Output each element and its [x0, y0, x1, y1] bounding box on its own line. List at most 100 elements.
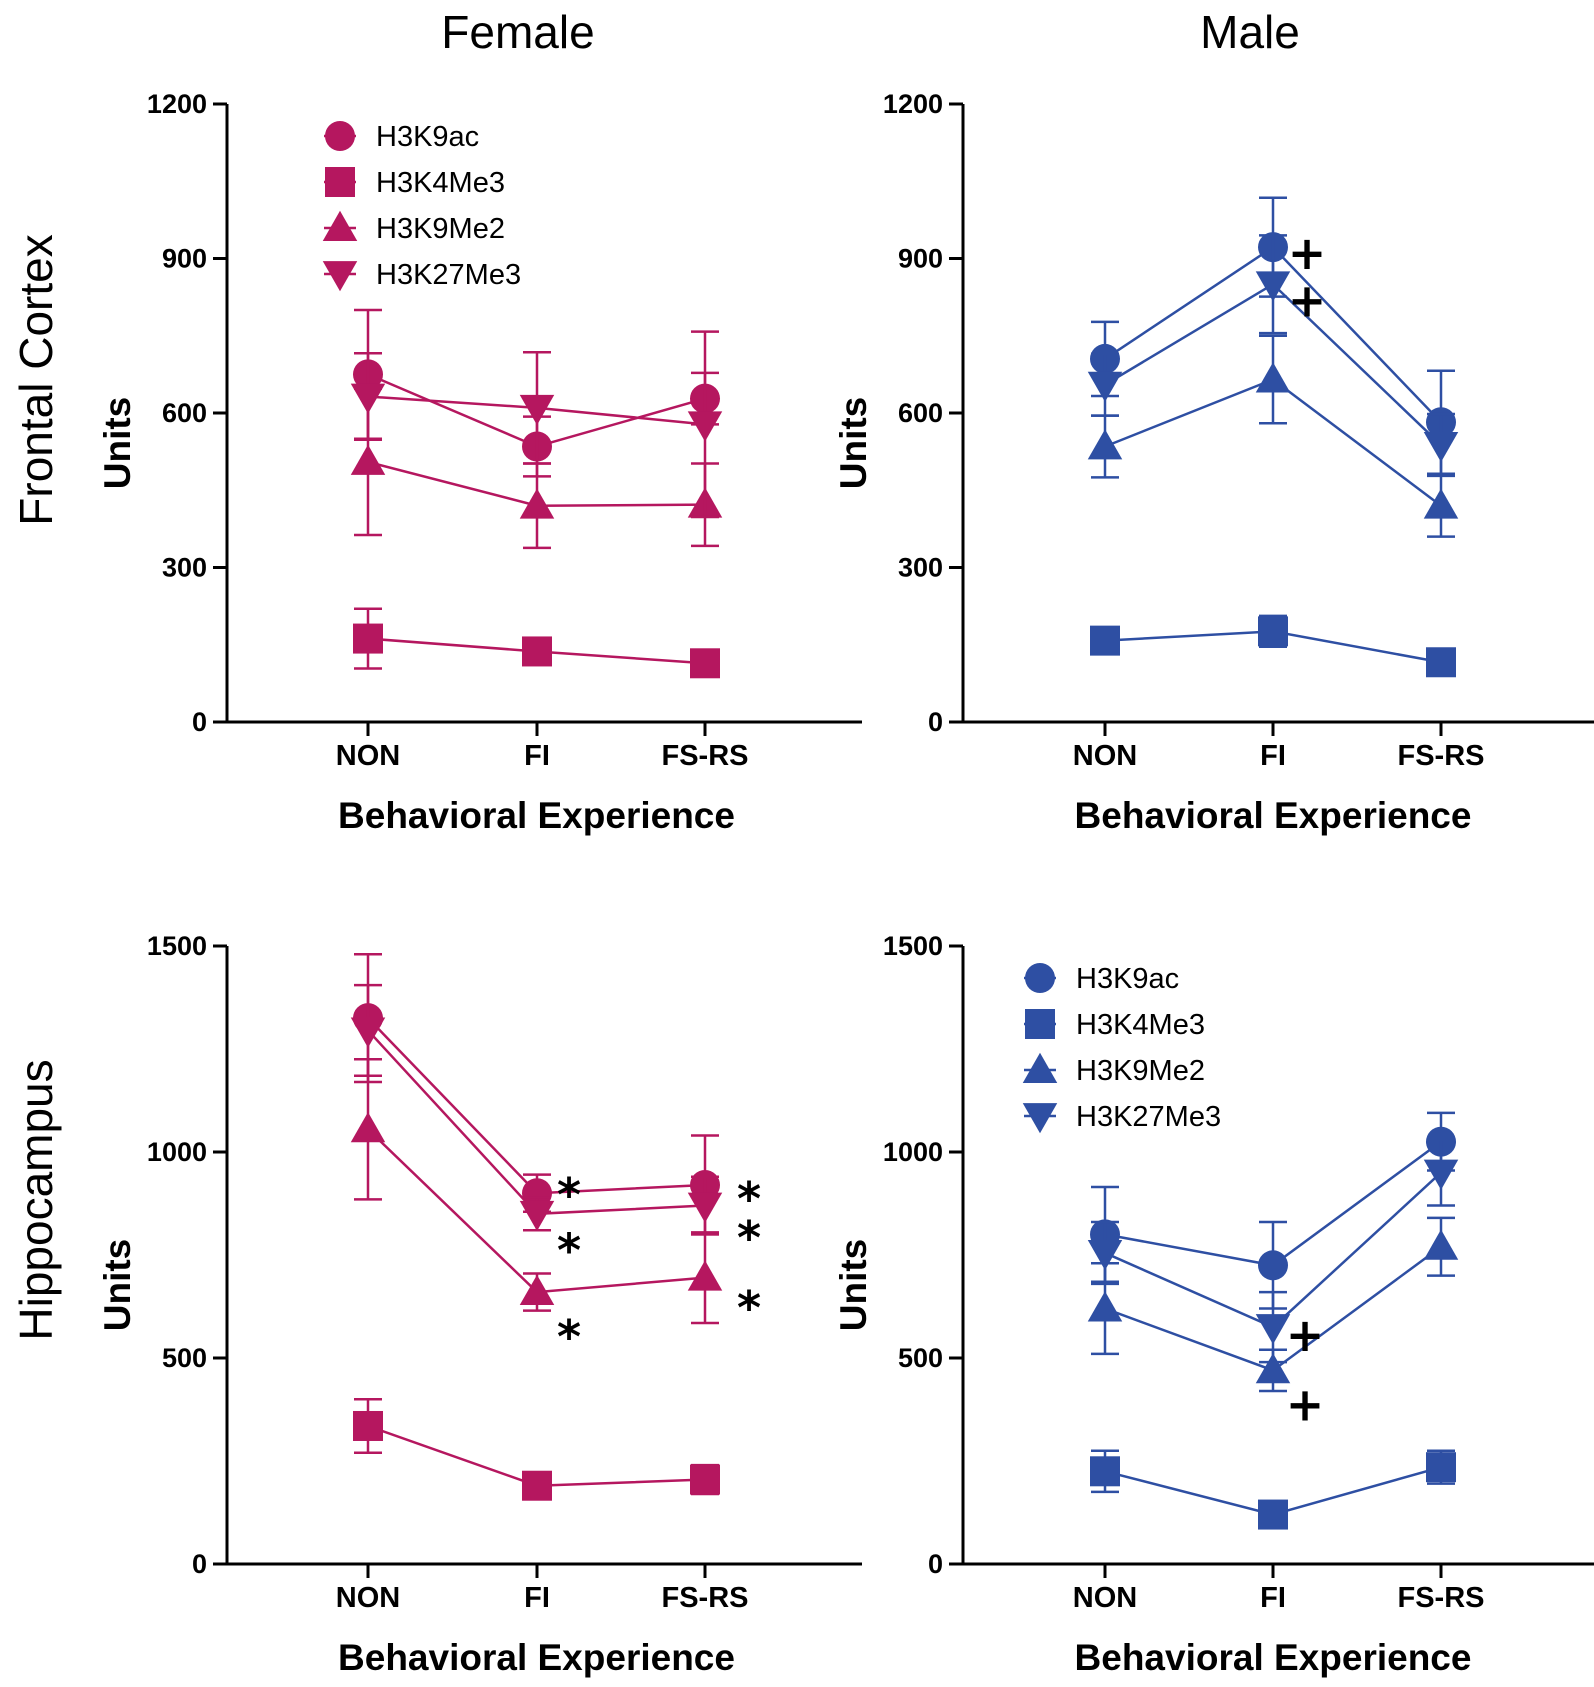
row-title-frontal-cortex: Frontal Cortex [10, 234, 62, 525]
data-point [1258, 616, 1288, 647]
y-tick-label: 900 [898, 244, 943, 274]
series-h3k9ac [353, 952, 720, 1236]
data-point [1423, 1159, 1459, 1190]
y-tick-label: 1200 [883, 89, 943, 119]
data-point [1087, 1291, 1123, 1322]
series-h3k9me2 [1087, 334, 1459, 538]
y-tick-label: 300 [898, 553, 943, 583]
data-point [687, 411, 723, 442]
y-axis-label: Units [833, 397, 874, 490]
data-point [1087, 429, 1123, 460]
y-axis-label: Units [833, 1239, 874, 1332]
legend-label: H3K27Me3 [1076, 1101, 1221, 1133]
series-h3k4me3 [353, 1397, 720, 1501]
legend-marker [1022, 1052, 1058, 1083]
data-point [522, 1178, 552, 1209]
significance-marker: + [1288, 226, 1327, 280]
legend: H3K9ac H3K4Me3 H3K9Me2 H3K27Me3 [322, 121, 521, 292]
x-tick-label: FI [524, 740, 550, 772]
y-tick-label: 0 [928, 707, 943, 737]
legend-label: H3K9Me2 [1076, 1055, 1205, 1087]
data-point [1258, 1250, 1288, 1281]
legend-label: H3K4Me3 [376, 167, 505, 199]
data-point [1090, 1456, 1120, 1487]
panels: 0 300 600 900 1200 NON FI FS-RS Behavioral Exper… [97, 89, 1594, 1678]
legend-marker [1022, 1103, 1058, 1134]
x-tick-label: FS-RS [1398, 1582, 1485, 1614]
data-point [519, 1274, 555, 1306]
significance-marker: * [737, 1172, 761, 1226]
series-h3k9me2 [350, 1058, 723, 1325]
y-tick-label: 1200 [147, 89, 207, 119]
data-point [1255, 1314, 1291, 1345]
x-tick-label: NON [336, 1582, 400, 1614]
data-point [1423, 488, 1459, 519]
series-h3k4me3 [1090, 614, 1456, 678]
y-tick-label: 1000 [883, 1137, 943, 1167]
data-point [687, 1192, 723, 1223]
series-line [367, 1017, 706, 1195]
series-h3k4me3 [353, 607, 720, 679]
panel-hc-female: 0 500 1000 1500 NON FI FS-RS Behavioral Experie… [97, 931, 862, 1678]
series-h3k9me2 [1087, 1216, 1459, 1393]
column-title-male: Male [1200, 6, 1300, 58]
significance-marker: * [737, 1211, 761, 1265]
data-point [1258, 1499, 1288, 1530]
panel-hc-male: 0 500 1000 1500 NON FI FS-RS Behavioral Experie… [833, 931, 1594, 1678]
row-title-hippocampus: Hippocampus [10, 1059, 62, 1340]
data-point [519, 1200, 555, 1232]
y-tick-label: 300 [162, 553, 207, 583]
y-axis-label: Units [97, 397, 138, 490]
series-h3k27me3 [1087, 1138, 1459, 1364]
column-title-female: Female [441, 6, 594, 58]
series-h3k27me3 [350, 983, 723, 1236]
data-point [519, 488, 555, 519]
x-tick-label: FI [524, 1582, 550, 1614]
data-point [690, 1464, 720, 1495]
data-point [353, 1410, 383, 1441]
x-axis-label: Behavioral Experience [1075, 1637, 1472, 1678]
significance-marker: * [557, 1310, 581, 1364]
data-point [687, 1260, 723, 1291]
y-tick-label: 0 [192, 1549, 207, 1579]
data-point [1255, 362, 1291, 393]
legend-label: H3K9ac [376, 121, 479, 153]
data-point [1087, 1240, 1123, 1271]
data-point [1426, 1452, 1456, 1483]
legend-marker [1025, 1009, 1055, 1039]
data-point [1423, 431, 1459, 463]
x-axis-label: Behavioral Experience [338, 795, 735, 836]
legend-marker [322, 261, 358, 292]
x-tick-label: FI [1260, 1582, 1286, 1614]
data-point [1423, 1229, 1459, 1260]
data-point [522, 1470, 552, 1501]
y-tick-label: 1500 [147, 931, 207, 961]
y-tick-label: 600 [898, 398, 943, 428]
y-tick-label: 1000 [147, 1137, 207, 1167]
legend: H3K9ac H3K4Me3 H3K9Me2 H3K27Me3 [1022, 963, 1221, 1134]
y-axis-label: Units [97, 1239, 138, 1332]
data-point [353, 623, 383, 654]
panel-fc-male: 0 300 600 900 1200 NON FI FS-RS Behavioral Exper… [833, 89, 1594, 836]
data-point [1255, 271, 1291, 302]
data-point [690, 648, 720, 679]
legend-label: H3K4Me3 [1076, 1009, 1205, 1041]
x-tick-label: NON [1073, 740, 1137, 772]
legend-label: H3K9ac [1076, 963, 1179, 995]
x-tick-label: NON [336, 740, 400, 772]
x-tick-label: FS-RS [662, 740, 749, 772]
x-tick-label: FS-RS [1398, 740, 1485, 772]
data-point [522, 636, 552, 667]
y-tick-label: 900 [162, 244, 207, 274]
x-axis-label: Behavioral Experience [338, 1637, 735, 1678]
data-point [519, 394, 555, 426]
significance-marker: + [1286, 1378, 1325, 1432]
panel-fc-female: 0 300 600 900 1200 NON FI FS-RS Behavioral Exper… [97, 89, 862, 836]
y-tick-label: 500 [898, 1343, 943, 1373]
legend-label: H3K27Me3 [376, 259, 521, 291]
data-point [1426, 647, 1456, 678]
significance-marker: * [737, 1281, 761, 1335]
significance-marker: * [557, 1224, 581, 1278]
legend-marker [1025, 963, 1055, 993]
